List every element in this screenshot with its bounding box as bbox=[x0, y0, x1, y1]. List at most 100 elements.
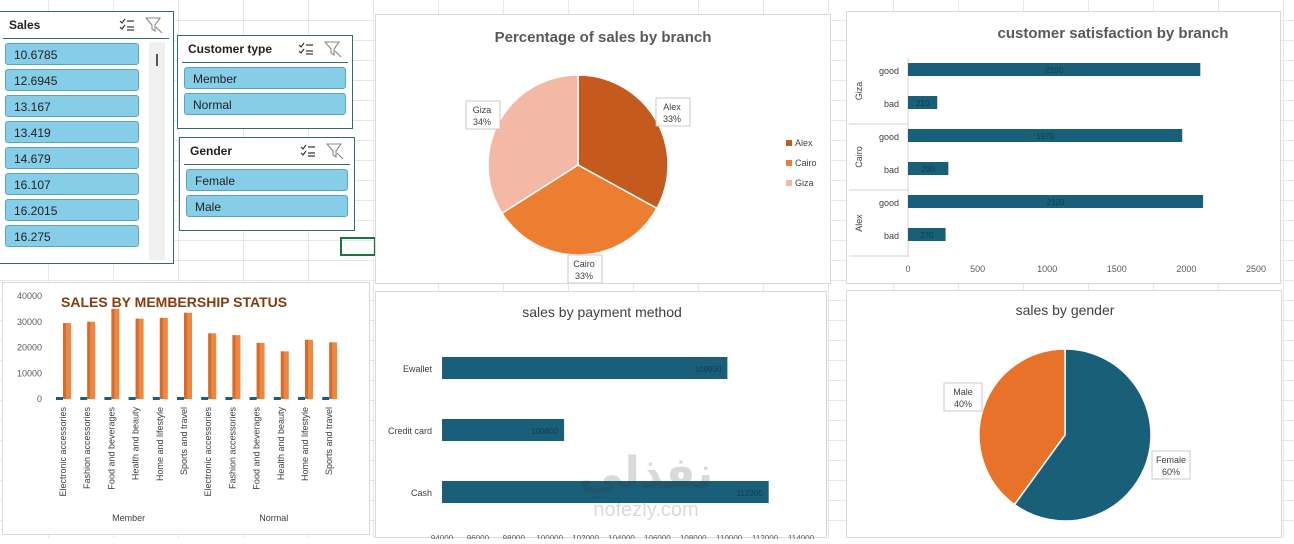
bar bbox=[111, 308, 120, 399]
category-label: Ewallet bbox=[403, 364, 433, 374]
bar-base bbox=[56, 397, 63, 400]
category-label: Fashion accessories bbox=[227, 407, 237, 490]
category-label: Home and lifestyle bbox=[300, 407, 310, 481]
x-tick-label: 1000 bbox=[1037, 264, 1057, 274]
bar bbox=[329, 342, 338, 399]
bar bbox=[908, 195, 1204, 208]
category-label: Food and beverages bbox=[106, 407, 116, 490]
sales-slicer-item[interactable]: 13.167 bbox=[5, 95, 139, 117]
gender-slicer-item[interactable]: Male bbox=[186, 195, 348, 217]
category-label: Electronic accessories bbox=[203, 407, 213, 497]
multi-select-icon[interactable] bbox=[119, 18, 135, 32]
legend-label: Alex bbox=[795, 138, 813, 148]
gender-slicer-items: Female Male bbox=[180, 169, 354, 217]
data-label-value: 33% bbox=[575, 271, 593, 281]
customer-type-slicer: Customer type Member Normal bbox=[177, 35, 353, 129]
clear-filter-icon[interactable] bbox=[326, 143, 344, 159]
bar bbox=[442, 357, 728, 379]
bar bbox=[159, 317, 168, 399]
bar-shade bbox=[305, 339, 308, 399]
sales-slicer-item[interactable]: 10.6785 bbox=[5, 43, 139, 65]
bar bbox=[135, 318, 144, 399]
y-tick-label: 40000 bbox=[17, 291, 42, 301]
legend-swatch bbox=[786, 160, 792, 166]
data-label: 109900 bbox=[695, 365, 722, 374]
x-tick-label: 106000 bbox=[644, 534, 671, 539]
multi-select-icon[interactable] bbox=[300, 144, 316, 158]
data-label: 1970 bbox=[1036, 132, 1054, 141]
bar-base bbox=[201, 397, 209, 400]
branch-pie-chart: Percentage of sales by branch Alex 33% Cair… bbox=[465, 29, 817, 284]
sales-slicer-item[interactable]: 14.679 bbox=[5, 147, 139, 169]
gender-slicer-item[interactable]: Female bbox=[186, 169, 348, 191]
payment-panel[interactable]: sales by payment method 94000 96000 98000 10… bbox=[375, 291, 827, 543]
category-label: Fashion accessories bbox=[82, 407, 92, 490]
chart-title: SALES BY MEMBERSHIP STATUS bbox=[61, 294, 287, 310]
customer-type-slicer-item[interactable]: Member bbox=[184, 67, 346, 89]
legend-swatch bbox=[786, 180, 792, 186]
y-tick-label: 20000 bbox=[17, 343, 42, 353]
sales-slicer-item[interactable]: 16.275 bbox=[5, 225, 139, 247]
membership-panel[interactable]: SALES BY MEMBERSHIP STATUS 0 10000 20000 300… bbox=[2, 282, 370, 535]
satisfaction-bar-chart: customer satisfaction by branch 0 500 1000 1… bbox=[849, 25, 1266, 274]
x-tick-label: 94000 bbox=[431, 534, 454, 539]
bar-base bbox=[80, 397, 88, 400]
x-tick-label: 102000 bbox=[572, 534, 599, 539]
sales-slicer-item[interactable]: 13.419 bbox=[5, 121, 139, 143]
pie-slice bbox=[978, 348, 1066, 506]
bar-shade bbox=[256, 342, 260, 399]
x-tick-label: 112000 bbox=[752, 534, 779, 539]
branch-pie-panel[interactable]: Percentage of sales by branch Alex 33% Cair… bbox=[375, 14, 831, 284]
bar-base bbox=[104, 397, 112, 400]
bar-base bbox=[225, 397, 233, 400]
bar bbox=[908, 129, 1183, 142]
multi-select-icon[interactable] bbox=[298, 42, 314, 56]
bar-shade bbox=[208, 333, 212, 399]
gender-pie-panel[interactable]: sales by gender Female 60% Male 40% bbox=[846, 290, 1282, 538]
bar-base bbox=[298, 397, 305, 400]
bar bbox=[908, 228, 946, 241]
chart-title: sales by gender bbox=[1016, 302, 1115, 318]
bar bbox=[232, 335, 241, 399]
bar-shade bbox=[135, 318, 139, 399]
chart-title: Percentage of sales by branch bbox=[495, 29, 712, 46]
satisfaction-panel[interactable]: customer satisfaction by branch 0 500 1000 1… bbox=[846, 11, 1281, 284]
bar-base bbox=[322, 397, 330, 400]
selected-cell[interactable] bbox=[340, 237, 376, 256]
bar bbox=[442, 481, 769, 503]
data-label: 2120 bbox=[1047, 198, 1065, 207]
x-tick-label: 108000 bbox=[680, 534, 707, 539]
sales-slicer-item[interactable]: 12.6945 bbox=[5, 69, 139, 91]
group-label: Cairo bbox=[854, 146, 864, 168]
bar-shade bbox=[280, 351, 284, 399]
data-label-value: 34% bbox=[473, 117, 491, 127]
legend-label: Cairo bbox=[795, 158, 817, 168]
sales-slicer-item[interactable]: 16.2015 bbox=[5, 199, 139, 221]
bar-shade bbox=[87, 321, 91, 399]
bar bbox=[908, 162, 949, 175]
bar-base bbox=[249, 397, 257, 400]
x-tick-label: 100000 bbox=[536, 534, 563, 539]
bar bbox=[280, 351, 289, 399]
data-label-category: Male bbox=[953, 387, 973, 397]
bar-base bbox=[128, 397, 136, 400]
pie-slice bbox=[1013, 348, 1152, 522]
group-label: Member bbox=[112, 513, 145, 523]
bar-base bbox=[177, 397, 184, 400]
bar bbox=[305, 339, 313, 399]
gender-pie-chart: sales by gender Female 60% Male 40% bbox=[943, 302, 1191, 522]
clear-filter-icon[interactable] bbox=[324, 41, 342, 57]
bar-shade bbox=[232, 335, 236, 399]
sales-slicer-items: 10.6785 12.6945 13.167 13.419 14.679 16.107 16… bbox=[0, 43, 145, 247]
data-label-box bbox=[1151, 450, 1191, 480]
slicer-scrollbar[interactable] bbox=[149, 42, 165, 260]
legend-label: Giza bbox=[795, 178, 814, 188]
bar bbox=[184, 312, 192, 399]
data-label-box bbox=[943, 382, 983, 412]
data-label-value: 60% bbox=[1162, 467, 1180, 477]
gender-slicer-header: Gender bbox=[184, 138, 350, 165]
sales-slicer-item[interactable]: 16.107 bbox=[5, 173, 139, 195]
customer-type-slicer-item[interactable]: Normal bbox=[184, 93, 346, 115]
data-label-category: Alex bbox=[663, 102, 681, 112]
clear-filter-icon[interactable] bbox=[145, 17, 163, 33]
